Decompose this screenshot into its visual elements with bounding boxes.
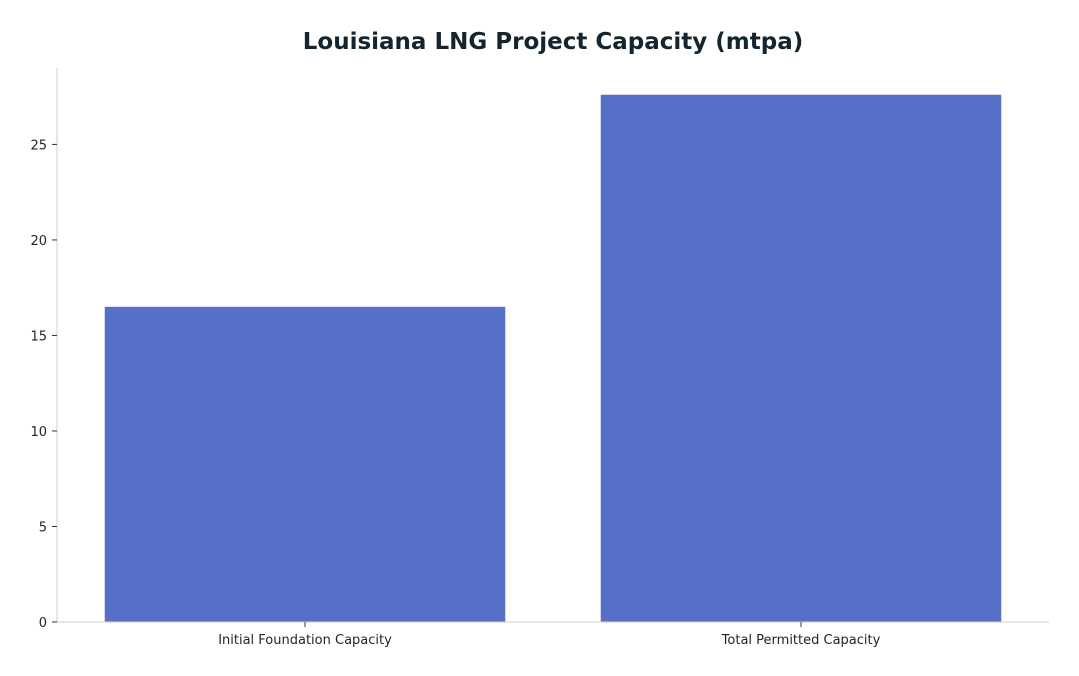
y-axis-ticks: 0 5 10 15 20 25 bbox=[30, 138, 57, 631]
bar-0 bbox=[104, 306, 506, 622]
bar-1 bbox=[600, 94, 1002, 623]
chart-title: Louisiana LNG Project Capacity (mtpa) bbox=[303, 29, 804, 55]
x-tick-label: Total Permitted Capacity bbox=[721, 633, 881, 648]
y-tick-label: 5 bbox=[39, 520, 47, 535]
bars-group bbox=[104, 94, 1002, 623]
y-tick-label: 0 bbox=[39, 616, 47, 631]
y-tick-label: 20 bbox=[30, 234, 47, 249]
y-tick-label: 25 bbox=[30, 138, 47, 153]
x-tick-label: Initial Foundation Capacity bbox=[218, 633, 392, 648]
y-tick-label: 15 bbox=[30, 329, 47, 344]
y-tick-label: 10 bbox=[30, 425, 47, 440]
x-axis-ticks: Initial Foundation Capacity Total Permitt… bbox=[218, 622, 881, 648]
